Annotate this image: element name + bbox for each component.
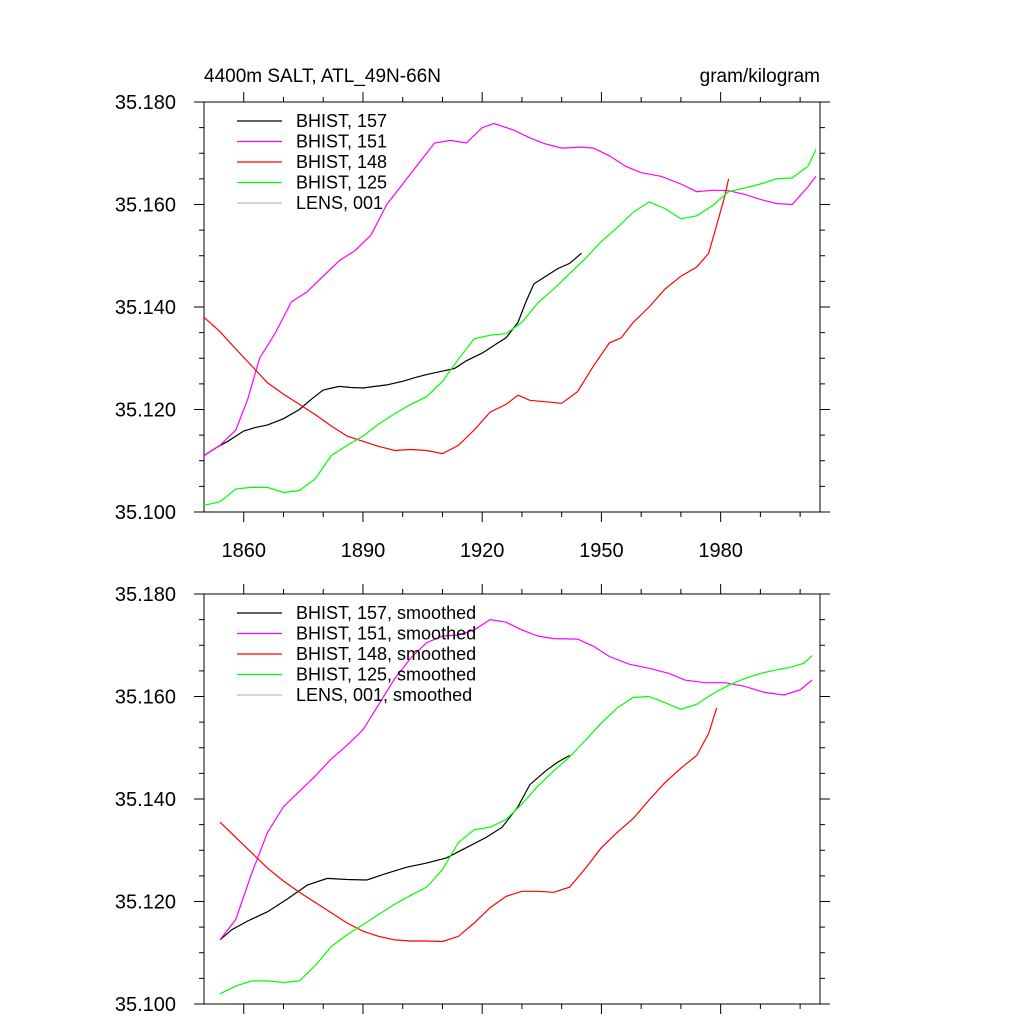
series-line-magenta [219, 618, 813, 941]
y-tick-label: 35.100 [115, 994, 176, 1016]
legend-label: BHIST, 157 [296, 111, 387, 131]
series-line-black [219, 754, 570, 941]
legend-label: BHIST, 125 [296, 173, 387, 193]
y-tick-label: 35.180 [115, 584, 176, 606]
legend-label: BHIST, 151, smoothed [296, 624, 476, 644]
legend-label: BHIST, 151 [296, 132, 387, 152]
x-tick-label: 1920 [460, 540, 505, 562]
series-line-green [219, 655, 813, 995]
chart-title: 4400m SALT, ATL_49N-66N [204, 66, 441, 87]
series-line-green [203, 148, 817, 506]
y-tick-label: 35.120 [115, 400, 176, 422]
series-line-red [219, 707, 718, 943]
x-tick-label: 1980 [698, 540, 743, 562]
legend-label: BHIST, 157, smoothed [296, 603, 476, 623]
y-tick-label: 35.140 [115, 789, 176, 811]
series-line-black [203, 252, 582, 457]
series-line-magenta [203, 122, 817, 457]
y-tick-label: 35.100 [115, 502, 176, 524]
x-tick-label: 1890 [341, 540, 386, 562]
legend-label: BHIST, 148, smoothed [296, 644, 476, 664]
legend-label: LENS, 001 [296, 193, 383, 213]
y-tick-label: 35.160 [115, 195, 176, 217]
y-tick-label: 35.180 [115, 92, 176, 114]
legend-label: LENS, 001, smoothed [296, 685, 472, 705]
y-tick-label: 35.140 [115, 297, 176, 319]
x-tick-label: 1860 [221, 540, 266, 562]
legend-label: BHIST, 125, smoothed [296, 665, 476, 685]
units-label: gram/kilogram [700, 66, 820, 87]
top-panel: 4400m SALT, ATL_49N-66N gram/kilogram 35… [115, 66, 830, 562]
y-tick-label: 35.120 [115, 892, 176, 914]
series-line-red [203, 178, 730, 455]
legend-label: BHIST, 148 [296, 152, 387, 172]
x-tick-label: 1950 [579, 540, 624, 562]
bottom-panel: 35.100 35.120 35.140 35.160 35.180 BHIST, 157… [115, 584, 830, 1016]
y-tick-label: 35.160 [115, 687, 176, 709]
